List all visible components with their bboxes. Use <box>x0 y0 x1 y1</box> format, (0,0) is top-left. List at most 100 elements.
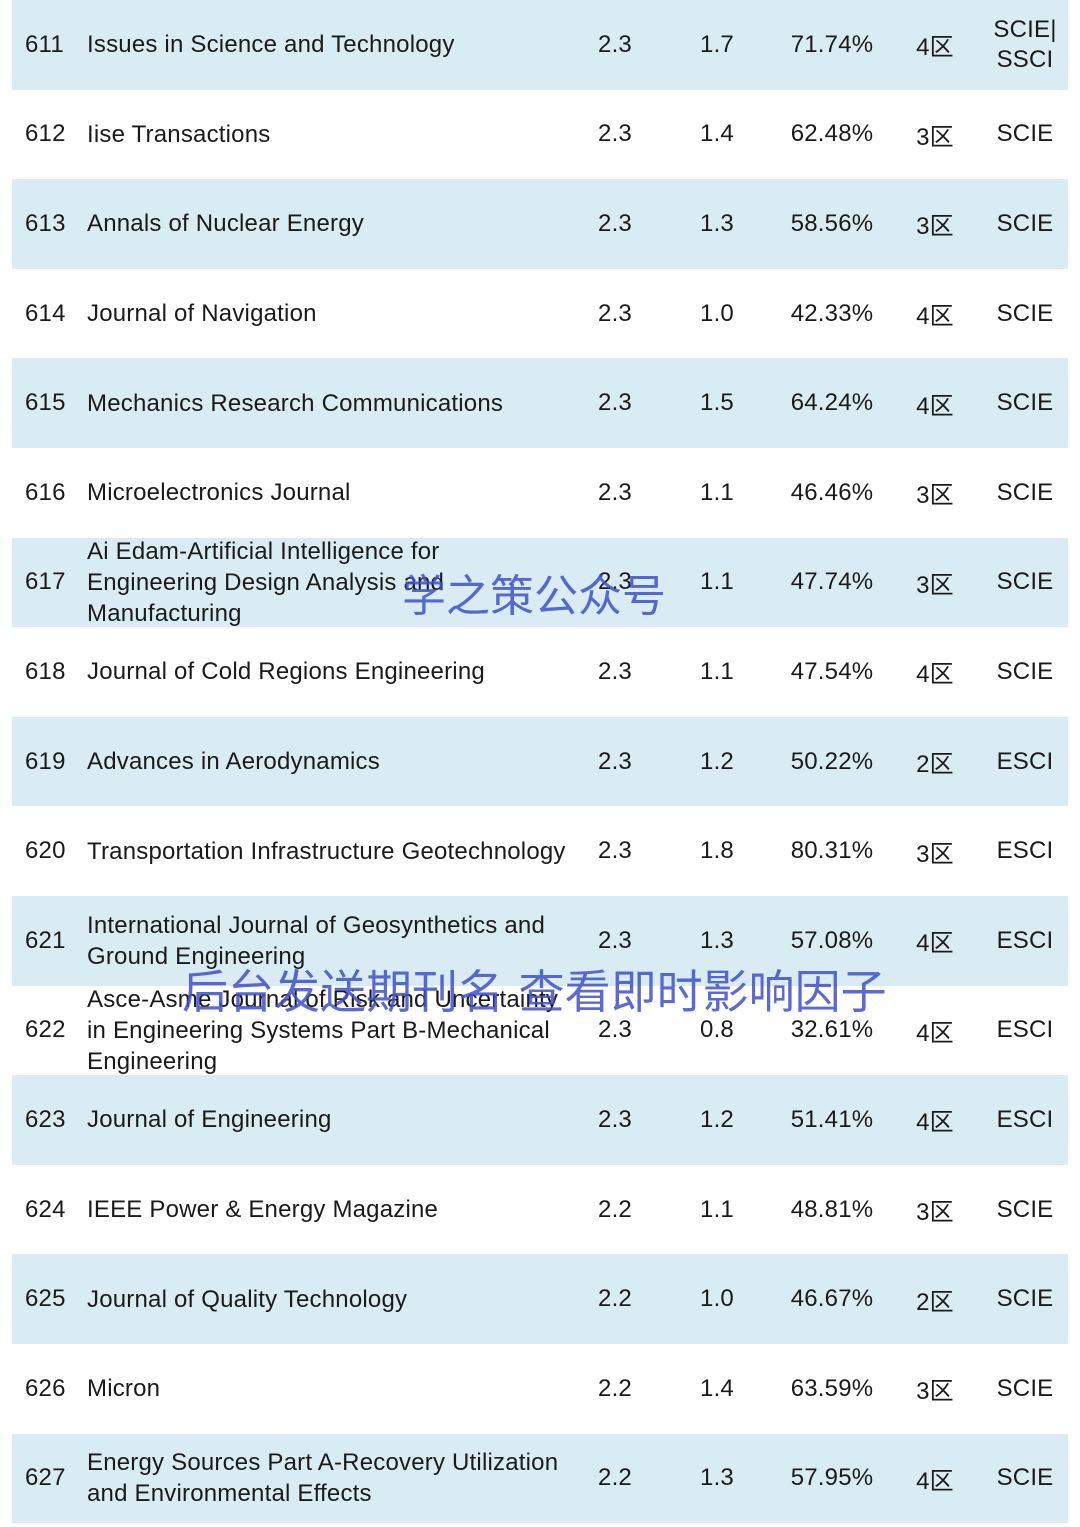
rank-cell: 617 <box>25 568 66 596</box>
table-row: 621 International Journal of Geosynthetic… <box>12 895 1068 986</box>
journal-title-cell: Energy Sources Part A-Recovery Utilizati… <box>87 1449 559 1508</box>
journal-title-cell: Journal of Navigation <box>87 300 317 328</box>
index-cell: SCIE <box>996 299 1054 327</box>
index-cell: ESCI <box>996 747 1054 775</box>
five-year-cell: 1.4 <box>700 1374 734 1402</box>
zone-cell: 3区 <box>916 482 954 510</box>
journal-title-cell: Transportation Infrastructure Geotechnol… <box>87 837 566 865</box>
percentile-cell: 46.46% <box>790 478 874 506</box>
table-row: 625 Journal of Quality Technology 2.2 1.0 46… <box>12 1254 1068 1344</box>
percentile-cell: 47.74% <box>790 568 874 596</box>
zone-cell: 4区 <box>916 1019 954 1047</box>
percentile-cell: 64.24% <box>790 389 874 417</box>
zone-cell: 2区 <box>916 751 954 779</box>
zone-cell: 4区 <box>916 303 954 331</box>
index-cell: SCIE| SSCI <box>993 15 1057 73</box>
table-row: 617 Ai Edam-Artificial Intelligence for E… <box>12 537 1068 628</box>
index-cell: SCIE <box>996 657 1054 685</box>
impact-factor-cell: 2.2 <box>598 1285 632 1313</box>
rank-cell: 621 <box>25 926 66 954</box>
five-year-cell: 1.5 <box>700 389 734 417</box>
table-row: 615 Mechanics Research Communications 2.3 1… <box>12 358 1068 448</box>
five-year-cell: 1.8 <box>700 837 734 865</box>
impact-factor-cell: 2.3 <box>598 1016 632 1044</box>
percentile-cell: 47.54% <box>790 657 874 685</box>
journal-title-cell: Microelectronics Journal <box>87 479 351 507</box>
five-year-cell: 1.2 <box>700 1105 734 1133</box>
percentile-cell: 51.41% <box>790 1105 874 1133</box>
zone-cell: 4区 <box>916 34 954 62</box>
rank-cell: 618 <box>25 657 66 685</box>
table-row: 624 IEEE Power & Energy Magazine 2.2 1.1 48.… <box>12 1165 1068 1255</box>
rank-cell: 625 <box>25 1285 66 1313</box>
five-year-cell: 1.2 <box>700 747 734 775</box>
zone-cell: 4区 <box>916 661 954 689</box>
rank-cell: 612 <box>25 120 66 148</box>
journal-title-cell: International Journal of Geosynthetics a… <box>87 911 546 970</box>
index-cell: SCIE <box>996 1374 1054 1402</box>
index-cell: SCIE <box>996 1285 1054 1313</box>
five-year-cell: 1.1 <box>700 1195 734 1223</box>
journal-title-cell: Micron <box>87 1375 161 1403</box>
zone-cell: 3区 <box>916 571 954 599</box>
percentile-cell: 58.56% <box>790 209 874 237</box>
table-row: 614 Journal of Navigation 2.3 1.0 42.33% 4区 SC… <box>12 269 1068 359</box>
percentile-cell: 71.74% <box>790 30 874 58</box>
zone-cell: 2区 <box>916 1288 954 1316</box>
five-year-cell: 1.3 <box>700 209 734 237</box>
table-row: 613 Annals of Nuclear Energy 2.3 1.3 58.56% 3… <box>12 179 1068 269</box>
impact-factor-cell: 2.2 <box>598 1374 632 1402</box>
index-cell: SCIE <box>996 568 1054 596</box>
five-year-cell: 1.1 <box>700 568 734 596</box>
rank-cell: 627 <box>25 1464 66 1492</box>
impact-factor-cell: 2.2 <box>598 1195 632 1223</box>
index-cell: SCIE <box>996 389 1054 417</box>
impact-factor-cell: 2.3 <box>598 747 632 775</box>
five-year-cell: 1.7 <box>700 30 734 58</box>
table-row: 618 Journal of Cold Regions Engineering 2.… <box>12 627 1068 717</box>
impact-factor-cell: 2.3 <box>598 30 632 58</box>
table-row: 616 Microelectronics Journal 2.3 1.1 46.46% 3… <box>12 448 1068 538</box>
rank-cell: 615 <box>25 389 66 417</box>
journal-title-cell: Annals of Nuclear Energy <box>87 210 364 238</box>
table-row: 620 Transportation Infrastructure Geotech… <box>12 806 1068 896</box>
impact-factor-cell: 2.3 <box>598 389 632 417</box>
percentile-cell: 62.48% <box>790 120 874 148</box>
table-row: 619 Advances in Aerodynamics 2.3 1.2 50.22% 2… <box>12 716 1068 807</box>
zone-cell: 3区 <box>916 123 954 151</box>
impact-factor-cell: 2.3 <box>598 926 632 954</box>
journal-title-cell: Journal of Quality Technology <box>87 1285 408 1313</box>
five-year-cell: 1.0 <box>700 299 734 327</box>
journal-title-cell: Advances in Aerodynamics <box>87 748 380 776</box>
impact-factor-cell: 2.3 <box>598 1105 632 1133</box>
index-cell: ESCI <box>996 1016 1054 1044</box>
five-year-cell: 0.8 <box>700 1016 734 1044</box>
rank-cell: 620 <box>25 837 66 865</box>
journal-title-cell: IEEE Power & Energy Magazine <box>87 1196 439 1224</box>
index-cell: SCIE <box>996 209 1054 237</box>
rank-cell: 614 <box>25 299 66 327</box>
journal-title-cell: Asce-Asme Journal of Risk and Uncertaint… <box>87 985 559 1075</box>
table-row: 622 Asce-Asme Journal of Risk and Uncerta… <box>12 986 1068 1076</box>
zone-cell: 3区 <box>916 840 954 868</box>
zone-cell: 3区 <box>916 1378 954 1406</box>
table-row: 623 Journal of Engineering 2.3 1.2 51.41% 4区 E… <box>12 1075 1068 1165</box>
index-cell: SCIE <box>996 1464 1054 1492</box>
five-year-cell: 1.1 <box>700 657 734 685</box>
zone-cell: 4区 <box>916 1467 954 1495</box>
rank-cell: 622 <box>25 1016 66 1044</box>
zone-cell: 3区 <box>916 213 954 241</box>
index-cell: SCIE <box>996 478 1054 506</box>
impact-factor-cell: 2.3 <box>598 478 632 506</box>
table-row: 626 Micron 2.2 1.4 63.59% 3区 SCIE <box>12 1344 1068 1434</box>
rank-cell: 619 <box>25 747 66 775</box>
zone-cell: 4区 <box>916 930 954 958</box>
zone-cell: 3区 <box>916 1199 954 1227</box>
rank-cell: 616 <box>25 478 66 506</box>
impact-factor-cell: 2.3 <box>598 657 632 685</box>
percentile-cell: 63.59% <box>790 1374 874 1402</box>
five-year-cell: 1.0 <box>700 1285 734 1313</box>
percentile-cell: 48.81% <box>790 1195 874 1223</box>
table-row: 611 Issues in Science and Technology 2.3 1.… <box>12 0 1068 90</box>
impact-factor-cell: 2.3 <box>598 299 632 327</box>
